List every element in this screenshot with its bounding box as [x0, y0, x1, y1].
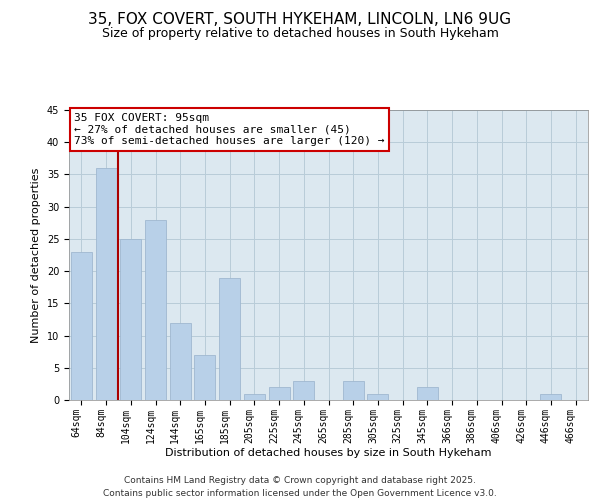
Bar: [244, 394, 265, 400]
Text: 35 FOX COVERT: 95sqm
← 27% of detached houses are smaller (45)
73% of semi-detac: 35 FOX COVERT: 95sqm ← 27% of detached h…: [74, 113, 385, 146]
Bar: [145, 220, 166, 400]
Bar: [194, 355, 215, 400]
Bar: [71, 252, 92, 400]
Bar: [367, 394, 388, 400]
Text: 35, FOX COVERT, SOUTH HYKEHAM, LINCOLN, LN6 9UG: 35, FOX COVERT, SOUTH HYKEHAM, LINCOLN, …: [88, 12, 512, 28]
Y-axis label: Number of detached properties: Number of detached properties: [31, 168, 41, 342]
Bar: [219, 278, 240, 400]
Bar: [293, 380, 314, 400]
Bar: [269, 387, 290, 400]
Text: Size of property relative to detached houses in South Hykeham: Size of property relative to detached ho…: [101, 28, 499, 40]
X-axis label: Distribution of detached houses by size in South Hykeham: Distribution of detached houses by size …: [165, 448, 492, 458]
Bar: [170, 322, 191, 400]
Bar: [343, 380, 364, 400]
Bar: [417, 387, 438, 400]
Bar: [95, 168, 116, 400]
Bar: [541, 394, 562, 400]
Text: Contains HM Land Registry data © Crown copyright and database right 2025.
Contai: Contains HM Land Registry data © Crown c…: [103, 476, 497, 498]
Bar: [120, 239, 141, 400]
